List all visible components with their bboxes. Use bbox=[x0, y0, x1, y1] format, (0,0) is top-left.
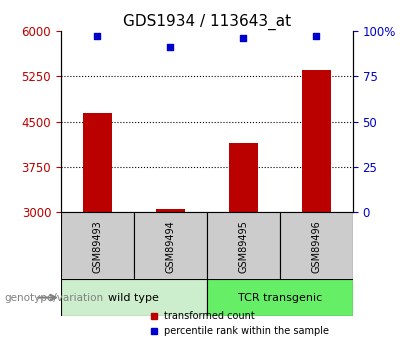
Point bbox=[313, 34, 320, 39]
Text: TCR transgenic: TCR transgenic bbox=[238, 293, 322, 303]
Bar bbox=[134, 212, 207, 281]
Title: GDS1934 / 113643_at: GDS1934 / 113643_at bbox=[123, 13, 291, 30]
Bar bbox=[156, 209, 185, 212]
Point bbox=[94, 34, 101, 39]
Text: genotype/variation: genotype/variation bbox=[4, 294, 103, 303]
Bar bbox=[229, 143, 258, 212]
Bar bbox=[302, 70, 331, 212]
Bar bbox=[280, 212, 353, 281]
Bar bbox=[61, 279, 207, 316]
Text: GSM89494: GSM89494 bbox=[165, 220, 176, 273]
Text: GSM89495: GSM89495 bbox=[238, 220, 248, 273]
Bar bbox=[207, 212, 280, 281]
Bar bbox=[61, 212, 134, 281]
Point bbox=[240, 36, 247, 41]
Text: GSM89493: GSM89493 bbox=[92, 220, 102, 273]
Legend: transformed count, percentile rank within the sample: transformed count, percentile rank withi… bbox=[146, 307, 333, 340]
Bar bbox=[83, 112, 112, 212]
Bar bbox=[207, 279, 353, 316]
Point bbox=[167, 45, 174, 50]
Text: wild type: wild type bbox=[108, 293, 159, 303]
Text: GSM89496: GSM89496 bbox=[311, 220, 321, 273]
